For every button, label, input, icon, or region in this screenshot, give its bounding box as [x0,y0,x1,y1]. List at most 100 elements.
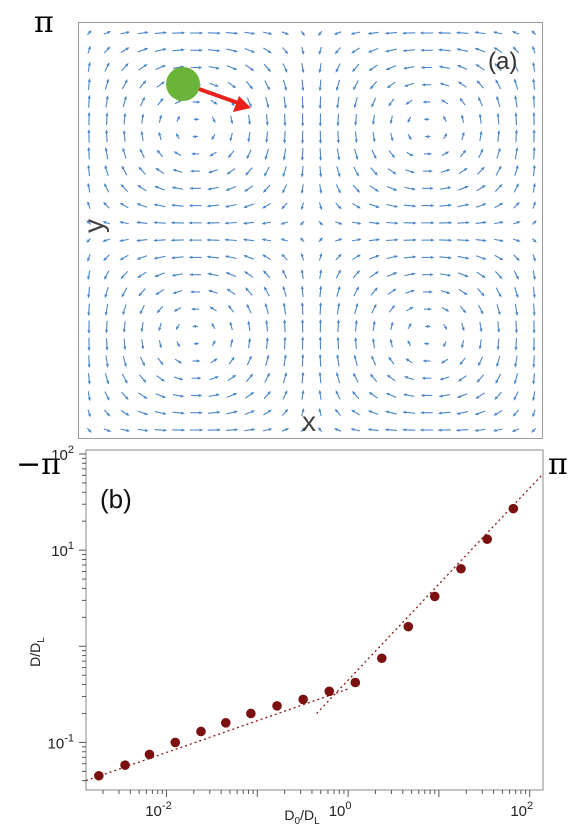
vector-arrowhead [124,363,127,367]
vector-arrowhead [462,327,465,331]
vector-arrowhead [457,65,461,68]
data-point [350,678,360,688]
vector-arrowhead [413,221,417,224]
vector-arrowhead [105,294,108,298]
vector-arrowhead [197,359,201,362]
vector-arrowhead [420,411,424,414]
vector-arrowhead [394,205,398,208]
vector-arrowhead [449,239,453,242]
vector-arrowhead [154,257,158,260]
data-point [430,592,440,602]
vector-arrowhead [402,428,406,431]
vector-arrowhead [319,174,322,178]
vector-arrowhead [301,372,304,376]
vector-arrowhead [163,429,167,432]
vector-arrowhead [192,135,196,138]
vector-arrowhead [457,395,461,398]
vector-arrowhead [234,49,238,52]
vector-arrowhead [390,339,393,343]
vector-arrowhead [358,238,362,241]
vector-arrowhead [351,32,355,35]
y-tick-label: 101 [51,540,74,560]
vector-arrowhead [533,295,536,299]
vector-arrowhead [512,429,516,432]
vector-arrowhead [465,186,469,189]
vector-arrowhead [163,31,167,34]
vector-arrowhead [87,183,90,187]
vector-arrowhead [191,308,195,311]
fit-lines [86,474,543,781]
vector-arrowhead [206,221,210,224]
vector-arrowhead [181,48,185,51]
vector-arrowhead [337,140,340,144]
vector-arrowhead [141,346,144,350]
data-point [509,504,519,514]
vector-arrowhead [136,257,140,260]
vector-arrowhead [88,364,91,368]
vector-arrowhead [88,347,91,351]
vector-arrowhead [354,122,357,126]
vector-arrowhead [319,269,322,273]
x-axis-label: x [302,406,316,437]
vector-arrowhead [376,255,380,258]
vector-arrowhead [159,114,162,118]
vector-arrowhead [500,221,504,224]
vector-arrowhead [188,239,192,242]
vector-arrowhead [266,337,269,341]
vector-arrowhead [438,48,442,51]
vector-arrowhead [351,428,355,431]
vector-arrowhead [216,393,220,396]
panel-a-label: (a) [488,48,517,75]
vector-arrowhead [199,49,203,52]
vector-arrowhead [123,130,126,134]
vector-arrowhead [172,274,176,277]
vector-arrowhead [430,187,434,190]
vector-arrowhead [252,32,256,35]
vector-arrowhead [493,429,497,432]
vector-arrowhead [106,380,109,384]
vector-arrowhead [533,201,536,205]
vector-arrowhead [190,290,194,293]
vector-arrowhead [248,338,251,342]
vector-arrowhead [301,123,304,127]
vector-arrowhead [438,429,442,432]
data-point [196,727,206,737]
vector-arrowhead [225,205,229,208]
vector-arrowhead [385,428,389,431]
vector-arrowhead [301,302,304,306]
vector-arrowhead [159,345,162,349]
vector-arrowhead [215,376,219,379]
vector-arrowhead [119,239,123,242]
vector-arrowhead [225,188,229,191]
vector-arrowhead [354,337,357,341]
data-point [377,653,387,663]
vector-arrowhead [217,428,221,431]
vector-arrowhead [402,411,406,414]
vector-arrowhead [420,31,424,34]
data-point [298,695,308,705]
y-axis-title: D/DL [27,637,47,667]
vector-arrowhead [337,319,340,323]
vector-arrowhead [301,140,304,144]
vector-arrowhead [461,345,464,349]
data-point [246,709,256,719]
vector-arrowhead [123,329,126,333]
vector-arrowhead [266,355,269,359]
vector-arrowhead [337,302,340,306]
y-range-top-label: π [34,8,54,38]
vector-arrowhead [429,290,433,293]
vector-arrowhead [448,256,452,259]
vector-arrowhead [224,238,228,241]
vector-arrowhead [373,321,376,325]
vector-arrowhead [200,31,204,34]
vector-arrowhead [431,221,435,224]
vector-arrowhead [301,354,304,358]
vector-arrowhead [199,394,203,397]
vector-arrowhead [284,87,287,91]
vector-arrowhead [215,84,219,87]
vector-arrowhead [447,169,451,172]
vector-arrowhead [179,377,183,380]
vector-arrowhead [376,238,380,241]
vector-arrowhead [428,152,432,155]
